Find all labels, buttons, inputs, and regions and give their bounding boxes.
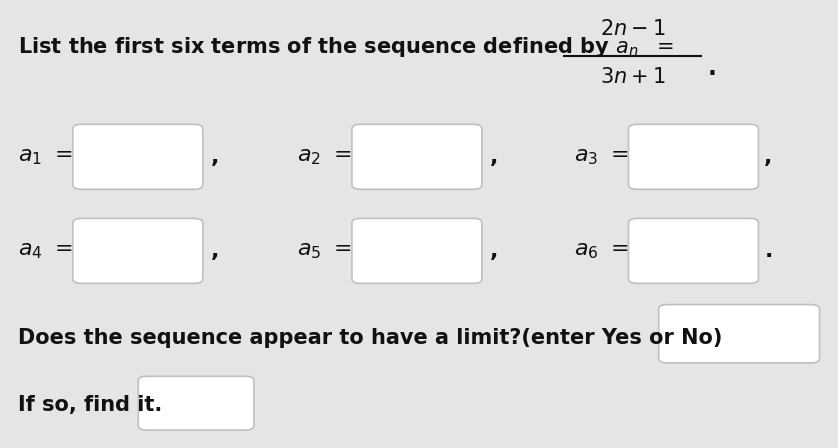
Text: $a_5$ $=$: $a_5$ $=$ bbox=[297, 241, 352, 261]
Text: $a_1$ $=$: $a_1$ $=$ bbox=[18, 147, 73, 167]
Text: If so, find it.: If so, find it. bbox=[18, 396, 163, 415]
Text: $a_6$ $=$: $a_6$ $=$ bbox=[574, 241, 628, 261]
FancyBboxPatch shape bbox=[352, 218, 482, 284]
Text: $3n+1$: $3n+1$ bbox=[600, 67, 665, 87]
FancyBboxPatch shape bbox=[138, 376, 254, 430]
Text: Does the sequence appear to have a limit?(enter Yes or No): Does the sequence appear to have a limit… bbox=[18, 328, 723, 348]
FancyBboxPatch shape bbox=[628, 218, 758, 284]
Text: $a_2$ $=$: $a_2$ $=$ bbox=[297, 147, 352, 167]
Text: ,: , bbox=[764, 147, 773, 167]
Text: ,: , bbox=[490, 241, 499, 261]
Text: $2n-1$: $2n-1$ bbox=[600, 19, 665, 39]
Text: List the first six terms of the sequence defined by $a_n$  $=$: List the first six terms of the sequence… bbox=[18, 35, 675, 59]
Text: $a_3$ $=$: $a_3$ $=$ bbox=[574, 147, 628, 167]
FancyBboxPatch shape bbox=[352, 124, 482, 189]
Text: .: . bbox=[708, 56, 717, 80]
Text: ,: , bbox=[490, 147, 499, 167]
FancyBboxPatch shape bbox=[73, 124, 203, 189]
Text: ,: , bbox=[211, 241, 220, 261]
FancyBboxPatch shape bbox=[628, 124, 758, 189]
FancyBboxPatch shape bbox=[659, 305, 820, 363]
FancyBboxPatch shape bbox=[73, 218, 203, 284]
Text: .: . bbox=[764, 241, 773, 261]
Text: ,: , bbox=[211, 147, 220, 167]
Text: $a_4$ $=$: $a_4$ $=$ bbox=[18, 241, 73, 261]
